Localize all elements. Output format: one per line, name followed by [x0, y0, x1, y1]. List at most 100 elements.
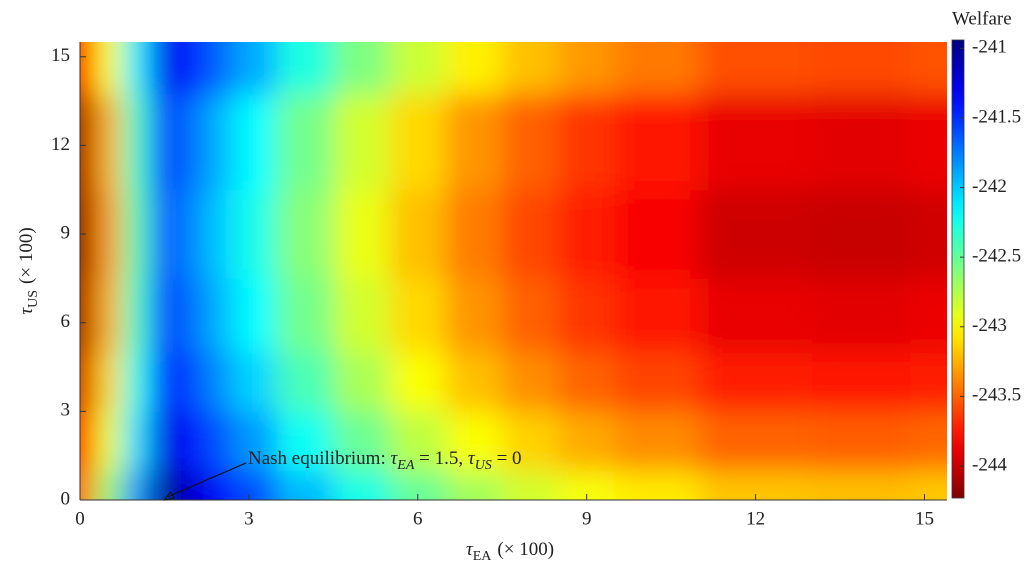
contour-cell	[614, 411, 700, 471]
x-tick-label: 12	[746, 508, 765, 529]
colorbar-title: Welfare	[952, 8, 1012, 29]
contour-cell	[389, 352, 447, 412]
label-text: (× 100)	[497, 539, 554, 560]
colorbar-tick-label: -242	[972, 176, 1007, 197]
contour-cell	[502, 411, 560, 471]
contour-cell	[206, 93, 236, 191]
contour-cell	[445, 470, 503, 500]
contour-cell	[502, 278, 560, 353]
x-axis-label: τEA (× 100)	[466, 539, 554, 564]
contour-cell	[206, 42, 236, 95]
contour-cell	[80, 93, 95, 191]
contour-cell	[277, 352, 334, 412]
contour-cell	[178, 42, 208, 95]
x-tick-label: 0	[75, 508, 85, 529]
y-tick-label: 12	[51, 134, 70, 155]
contour-cell	[277, 93, 334, 191]
contour-cell	[910, 189, 947, 279]
colorbar-tick-label: -241	[972, 37, 1007, 58]
contour-cell	[94, 189, 123, 279]
contour-cell	[94, 352, 123, 412]
contour-cell	[910, 42, 947, 95]
contour-cell	[206, 470, 236, 500]
contour-cell	[333, 42, 391, 95]
contour-cell	[445, 352, 503, 412]
subscript: EA	[473, 549, 493, 564]
contour-cell	[558, 93, 616, 191]
contour-cell	[150, 42, 180, 95]
x-tick-label: 9	[582, 508, 592, 529]
symbol: τ	[16, 307, 37, 315]
contour-cell	[910, 93, 947, 191]
contour-cell	[94, 411, 123, 471]
contour-cell	[178, 93, 208, 191]
contour-cell	[333, 278, 391, 353]
contour-cell	[445, 278, 503, 353]
contour-cell	[150, 93, 180, 191]
contour-cell	[178, 411, 208, 471]
contour-cell	[910, 411, 947, 471]
contour-cell	[910, 470, 947, 500]
annotation-arrow	[167, 462, 247, 498]
contour-cell	[80, 470, 95, 500]
contour-cell	[80, 278, 95, 353]
contour-cell	[234, 411, 278, 471]
contour-cell	[699, 93, 813, 191]
contour-cell	[150, 352, 180, 412]
symbol: τ	[390, 448, 398, 469]
colorbar-tick-label: -241.5	[972, 106, 1021, 127]
symbol: τ	[466, 539, 474, 560]
contour-cell	[389, 189, 447, 279]
contour-cell	[122, 278, 151, 353]
contour-cell	[445, 42, 503, 95]
contour-cell	[277, 411, 334, 471]
contour-cell	[277, 42, 334, 95]
y-axis-label: τUS (× 100)	[16, 227, 41, 314]
y-tick-label: 0	[61, 488, 71, 509]
contour-cell	[80, 42, 95, 95]
contour-cell	[389, 93, 447, 191]
annotation-text: Nash equilibrium:	[248, 448, 390, 469]
contour-cell	[502, 470, 560, 500]
contour-cell	[94, 470, 123, 500]
contour-cell	[389, 278, 447, 353]
contour-cell	[502, 42, 560, 95]
contour-cell	[910, 352, 947, 412]
contour-cell	[445, 93, 503, 191]
contour-cell	[811, 411, 911, 471]
contour-cell	[614, 470, 700, 500]
colorbar	[951, 39, 965, 499]
contour-cell	[234, 93, 278, 191]
contour-cell	[94, 93, 123, 191]
contour-cell	[699, 42, 813, 95]
plot-area	[80, 42, 947, 500]
contour-cell	[234, 42, 278, 95]
contour-cell	[122, 470, 151, 500]
contour-cell	[234, 278, 278, 353]
contour-cell	[150, 411, 180, 471]
contour-cell	[811, 470, 911, 500]
contour-cell	[614, 352, 700, 412]
contour-cell	[558, 411, 616, 471]
contour-cell	[178, 470, 208, 500]
colorbar-tick-label: -243.5	[972, 385, 1021, 406]
contour-cell	[94, 278, 123, 353]
contour-cell	[80, 411, 95, 471]
contour-field	[80, 42, 947, 500]
annotation-text: = 0	[492, 448, 522, 469]
contour-cell	[558, 42, 616, 95]
contour-cell	[558, 278, 616, 353]
contour-cell	[333, 470, 391, 500]
contour-cell	[277, 189, 334, 279]
subscript: US	[475, 458, 492, 473]
contour-cell	[150, 189, 180, 279]
colorbar-tick-label: -244	[972, 454, 1007, 475]
contour-cell	[614, 189, 700, 279]
annotation-text: = 1.5,	[414, 448, 467, 469]
y-tick-label: 6	[61, 311, 71, 332]
contour-cell	[445, 411, 503, 471]
contour-cell	[206, 278, 236, 353]
contour-cell	[389, 411, 447, 471]
subscript: US	[26, 290, 41, 308]
